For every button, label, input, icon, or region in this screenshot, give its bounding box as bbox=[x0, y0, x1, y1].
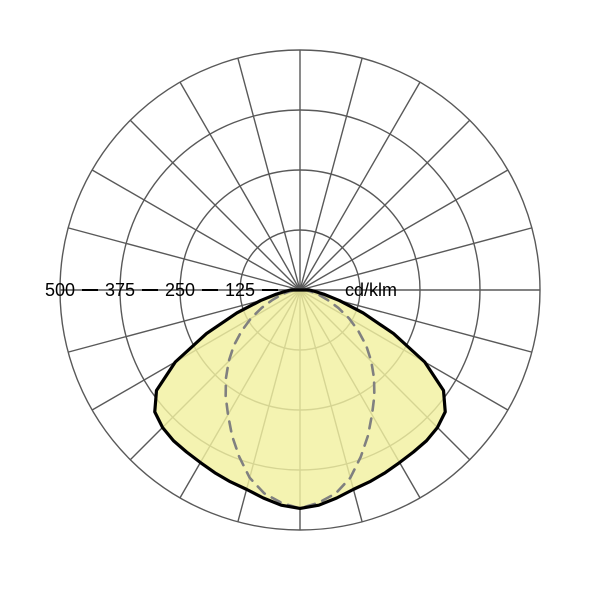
curve-solid-fill bbox=[155, 290, 445, 508]
axis-unit-label: cd/klm bbox=[345, 280, 397, 300]
axis-tick-label: 125 bbox=[225, 280, 255, 300]
axis-tick-label: 500 bbox=[45, 280, 75, 300]
axis-tick-label: 375 bbox=[105, 280, 135, 300]
axis-tick-label: 250 bbox=[165, 280, 195, 300]
axis-unit-text: cd/klm bbox=[345, 280, 397, 300]
polar-photometric-chart: 500 375 250 125 cd/klm bbox=[0, 0, 600, 600]
